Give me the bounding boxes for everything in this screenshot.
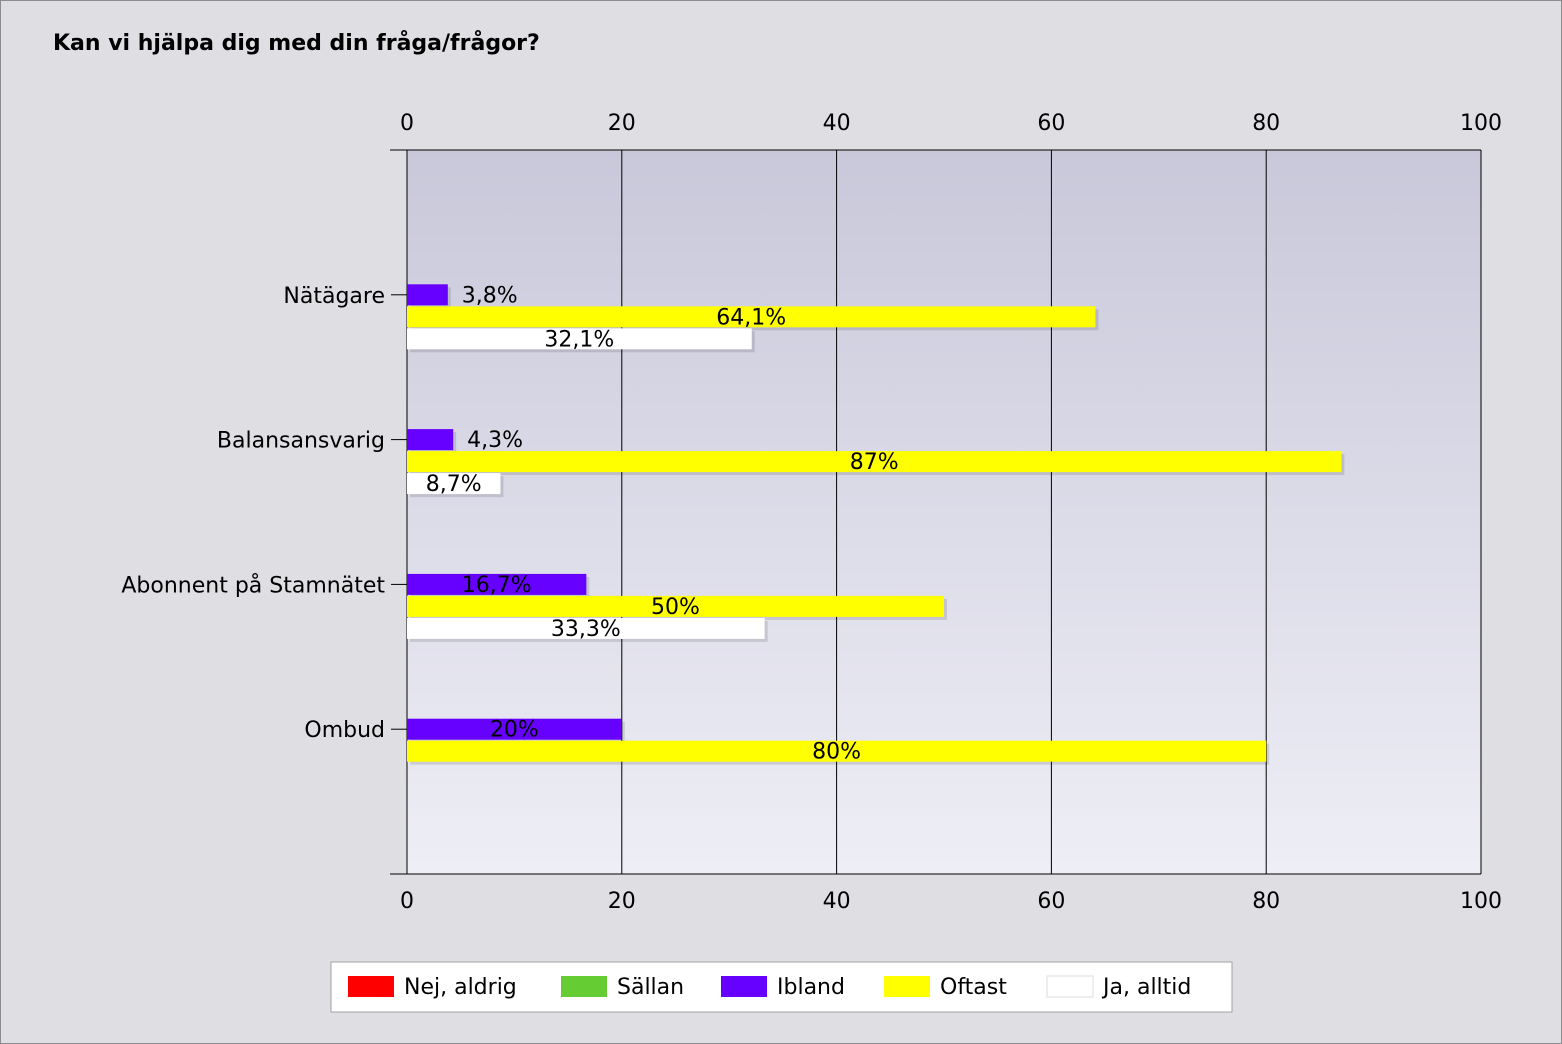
x-tick-label-top: 100	[1460, 111, 1502, 136]
bar-ibland-ombud	[407, 718, 622, 740]
plot-area	[407, 150, 1481, 874]
legend-swatch-ja-alltid	[1046, 975, 1094, 998]
category-label-ombud: Ombud	[304, 718, 385, 743]
data-label-oftast-abonnent-p-stamn-tet: 50%	[651, 595, 700, 620]
x-tick-label-bottom: 20	[608, 889, 636, 914]
category-label-abonnent-p-stamn-tet: Abonnent på Stamnätet	[121, 572, 385, 598]
x-tick-label-bottom: 100	[1460, 889, 1502, 914]
legend-label-ja-alltid: Ja, alltid	[1101, 975, 1191, 1000]
data-label-ja-alltid-n-t-gare: 32,1%	[544, 327, 614, 352]
x-tick-label-top: 60	[1037, 111, 1065, 136]
bar-ibland-n-t-gare	[407, 284, 448, 306]
x-tick-label-top: 40	[823, 111, 851, 136]
bar-ja-alltid-n-t-gare	[407, 328, 752, 350]
bar-ja-alltid-abonnent-p-stamn-tet	[407, 617, 765, 639]
chart-title: Kan vi hjälpa dig med din fråga/frågor?	[53, 31, 540, 56]
x-tick-label-bottom: 40	[823, 889, 851, 914]
legend-swatch-s-llan	[561, 976, 607, 997]
data-label-ibland-balansansvarig: 4,3%	[467, 428, 523, 453]
legend-label-nej-aldrig: Nej, aldrig	[404, 975, 517, 1000]
data-label-oftast-ombud: 80%	[812, 740, 861, 765]
legend-swatch-ibland	[721, 976, 767, 997]
data-label-ja-alltid-balansansvarig: 8,7%	[426, 472, 482, 497]
legend-label-oftast: Oftast	[940, 975, 1007, 1000]
data-label-oftast-n-t-gare: 64,1%	[716, 305, 786, 330]
bar-ja-alltid-balansansvarig	[407, 473, 501, 495]
bar-oftast-abonnent-p-stamn-tet	[407, 595, 944, 617]
x-tick-label-top: 20	[608, 111, 636, 136]
data-label-ibland-abonnent-p-stamn-tet: 16,7%	[462, 573, 532, 598]
data-label-ja-alltid-abonnent-p-stamn-tet: 33,3%	[551, 617, 621, 642]
data-label-oftast-balansansvarig: 87%	[850, 450, 899, 475]
x-tick-label-bottom: 60	[1037, 889, 1065, 914]
x-tick-label-bottom: 0	[400, 889, 414, 914]
x-tick-label-top: 0	[400, 111, 414, 136]
legend-swatch-oftast	[884, 976, 930, 997]
data-label-ibland-ombud: 20%	[490, 718, 539, 743]
category-label-n-t-gare: Nätägare	[283, 284, 385, 309]
bar-oftast-n-t-gare	[407, 306, 1096, 328]
category-label-balansansvarig: Balansansvarig	[217, 429, 385, 454]
bar-oftast-balansansvarig	[407, 451, 1342, 473]
bar-ibland-abonnent-p-stamn-tet	[407, 573, 587, 595]
legend-label-s-llan: Sällan	[617, 975, 684, 1000]
legend-label-ibland: Ibland	[777, 975, 845, 1000]
x-tick-label-top: 80	[1252, 111, 1280, 136]
bar-ibland-balansansvarig	[407, 429, 454, 451]
bar-oftast-ombud	[407, 740, 1267, 762]
legend-swatch-nej-aldrig	[348, 976, 394, 997]
x-tick-label-bottom: 80	[1252, 889, 1280, 914]
data-label-ibland-n-t-gare: 3,8%	[462, 283, 518, 308]
